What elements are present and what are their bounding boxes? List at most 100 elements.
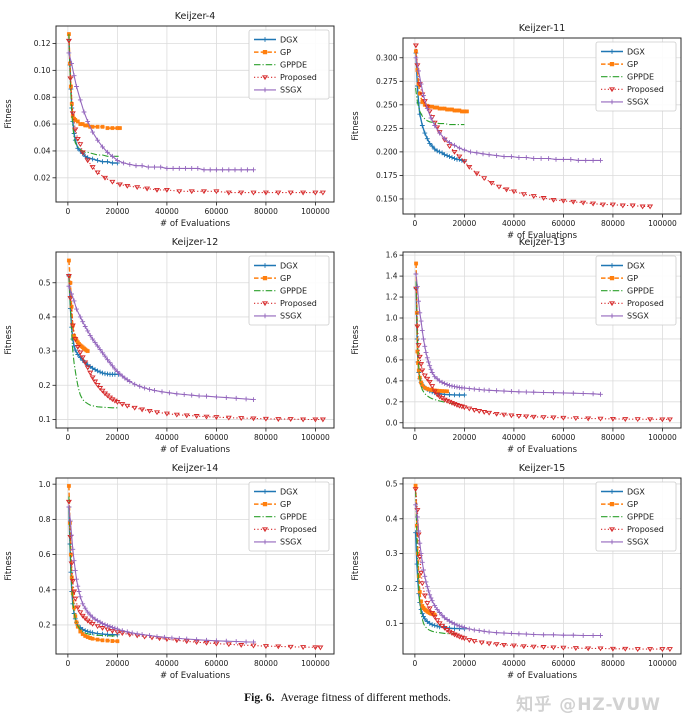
legend-marker-ssgx: [609, 99, 615, 105]
axis-ticks: 0 20000 40000 60000 80000 100000 0.1 0.2 0.3 0.4 0…: [39, 278, 330, 442]
series-line-proposed: [68, 40, 323, 194]
legend-box: [595, 41, 677, 112]
y-tick-label: 0.12: [34, 39, 51, 48]
y-tick-label: 0.04: [34, 147, 51, 156]
series-markers-ssgx: [413, 55, 603, 163]
legend-label-gp: GP: [280, 48, 291, 57]
x-tick-label: 0: [412, 659, 417, 668]
axis-ticks: 0 20000 40000 60000 80000 100000 0.0 0.2 0.4 0.6 0…: [386, 251, 677, 442]
legend-label-ssgx: SSGX: [280, 86, 302, 95]
y-tick-label: 0.2: [386, 397, 398, 406]
series-line-dgx: [68, 275, 119, 376]
y-tick-label: 0.2: [39, 621, 51, 630]
legend: DGX GP GPPDE Proposed SSGX: [248, 481, 330, 552]
legend-label-proposed: Proposed: [280, 73, 317, 82]
x-tick-label: 80000: [601, 219, 625, 228]
legend-marker-gp: [262, 501, 268, 507]
legend-label-proposed: Proposed: [627, 299, 664, 308]
y-tick-label: 0.08: [34, 93, 51, 102]
legend-box: [248, 29, 330, 100]
chart-cell-keijzer-4: 0 20000 40000 60000 80000 100000 0.02 0.04 0.06 0…: [0, 4, 347, 230]
plot-border: [55, 477, 335, 655]
legend-label-dgx: DGX: [280, 487, 298, 496]
series-line-gp: [68, 34, 120, 129]
legend-box: [248, 481, 330, 552]
legend-marker-gp: [609, 501, 615, 507]
y-tick-label: 0.250: [376, 100, 398, 109]
chart-cell-keijzer-15: 0 20000 40000 60000 80000 100000 0.1 0.2 0.3 0.4 0…: [347, 456, 694, 682]
x-tick-label: 60000: [204, 207, 228, 216]
chart-keijzer-13: 0 20000 40000 60000 80000 100000 0.0 0.2 0.4 0.6 0…: [351, 237, 682, 455]
legend-marker-proposed: [261, 527, 269, 533]
legend-label-proposed: Proposed: [627, 85, 664, 94]
legend-marker-proposed: [608, 301, 616, 307]
y-axis-label: Fitness: [351, 325, 361, 355]
legend-marker-dgx: [609, 263, 615, 268]
x-tick-label: 20000: [452, 433, 476, 442]
y-axis-label: Fitness: [351, 111, 361, 141]
charts-grid: 0 20000 40000 60000 80000 100000 0.02 0.04 0.06 0…: [0, 4, 694, 682]
legend-label-dgx: DGX: [627, 487, 645, 496]
legend: DGX GP GPPDE Proposed SSGX: [248, 29, 330, 100]
y-tick-label: 0.5: [386, 480, 398, 489]
plot-border: [55, 25, 335, 203]
x-tick-label: 40000: [502, 219, 526, 228]
legend-label-dgx: DGX: [627, 47, 645, 56]
series-markers-dgx: [66, 37, 120, 166]
x-tick-label: 80000: [254, 207, 278, 216]
chart-keijzer-11: 0 20000 40000 60000 80000 100000 0.150 0.175 0.2…: [351, 23, 682, 241]
y-tick-label: 0.4: [386, 514, 398, 523]
chart-title: Keijzer-15: [519, 463, 566, 474]
y-tick-label: 0.8: [39, 515, 51, 524]
legend-label-ssgx: SSGX: [627, 312, 649, 321]
x-tick-label: 100000: [648, 219, 677, 228]
y-axis-label: Fitness: [4, 551, 14, 581]
x-tick-label: 60000: [551, 219, 575, 228]
series-markers-proposed: [412, 487, 673, 652]
series-markers-gp: [67, 258, 90, 353]
legend-marker-dgx: [262, 489, 268, 494]
x-tick-label: 40000: [155, 659, 179, 668]
y-tick-label: 0.6: [386, 356, 398, 365]
legend-label-ssgx: SSGX: [627, 98, 649, 107]
series-line-gppde: [415, 490, 457, 635]
y-tick-label: 0.175: [376, 171, 398, 180]
y-axis-label: Fitness: [4, 325, 14, 355]
chart-cell-keijzer-11: 0 20000 40000 60000 80000 100000 0.150 0.175 0.2…: [347, 16, 694, 242]
legend-label-dgx: DGX: [627, 261, 645, 270]
series-line-gppde: [68, 34, 119, 157]
x-tick-label: 20000: [452, 219, 476, 228]
series-line-ssgx: [415, 273, 601, 395]
x-tick-label: 100000: [301, 659, 330, 668]
x-tick-label: 100000: [648, 433, 677, 442]
x-tick-label: 20000: [105, 207, 129, 216]
legend-marker-proposed: [261, 75, 269, 81]
x-tick-label: 80000: [254, 433, 278, 442]
legend-label-gp: GP: [280, 274, 291, 283]
x-axis-label: # of Evaluations: [507, 445, 578, 455]
legend-label-gppde: GPPDE: [627, 287, 654, 296]
chart-cell-keijzer-14: 0 20000 40000 60000 80000 100000 0.2 0.4 0.6 0.8 1…: [0, 456, 347, 682]
legend-label-ssgx: SSGX: [280, 538, 302, 547]
y-tick-label: 0.4: [386, 376, 398, 385]
legend-label-proposed: Proposed: [627, 525, 664, 534]
series-markers-gp: [414, 261, 449, 394]
series-line-proposed: [68, 275, 323, 421]
x-tick-label: 0: [412, 433, 417, 442]
legend-marker-ssgx: [609, 539, 615, 545]
figure-page: 0 20000 40000 60000 80000 100000 0.02 0.04 0.06 0…: [0, 4, 694, 715]
y-tick-label: 0.200: [376, 147, 398, 156]
legend-label-proposed: Proposed: [280, 525, 317, 534]
legend-label-gp: GP: [627, 60, 638, 69]
legend-label-gppde: GPPDE: [280, 287, 307, 296]
legend-marker-proposed: [608, 87, 616, 93]
x-axis-label: # of Evaluations: [160, 671, 231, 681]
x-tick-label: 60000: [551, 433, 575, 442]
legend-marker-dgx: [609, 49, 615, 54]
legend-marker-proposed: [261, 301, 269, 307]
plot-border: [55, 251, 335, 429]
series-line-gppde: [415, 87, 465, 126]
y-tick-label: 0.1: [39, 415, 51, 424]
x-tick-label: 20000: [452, 659, 476, 668]
chart-title: Keijzer-13: [519, 237, 566, 248]
